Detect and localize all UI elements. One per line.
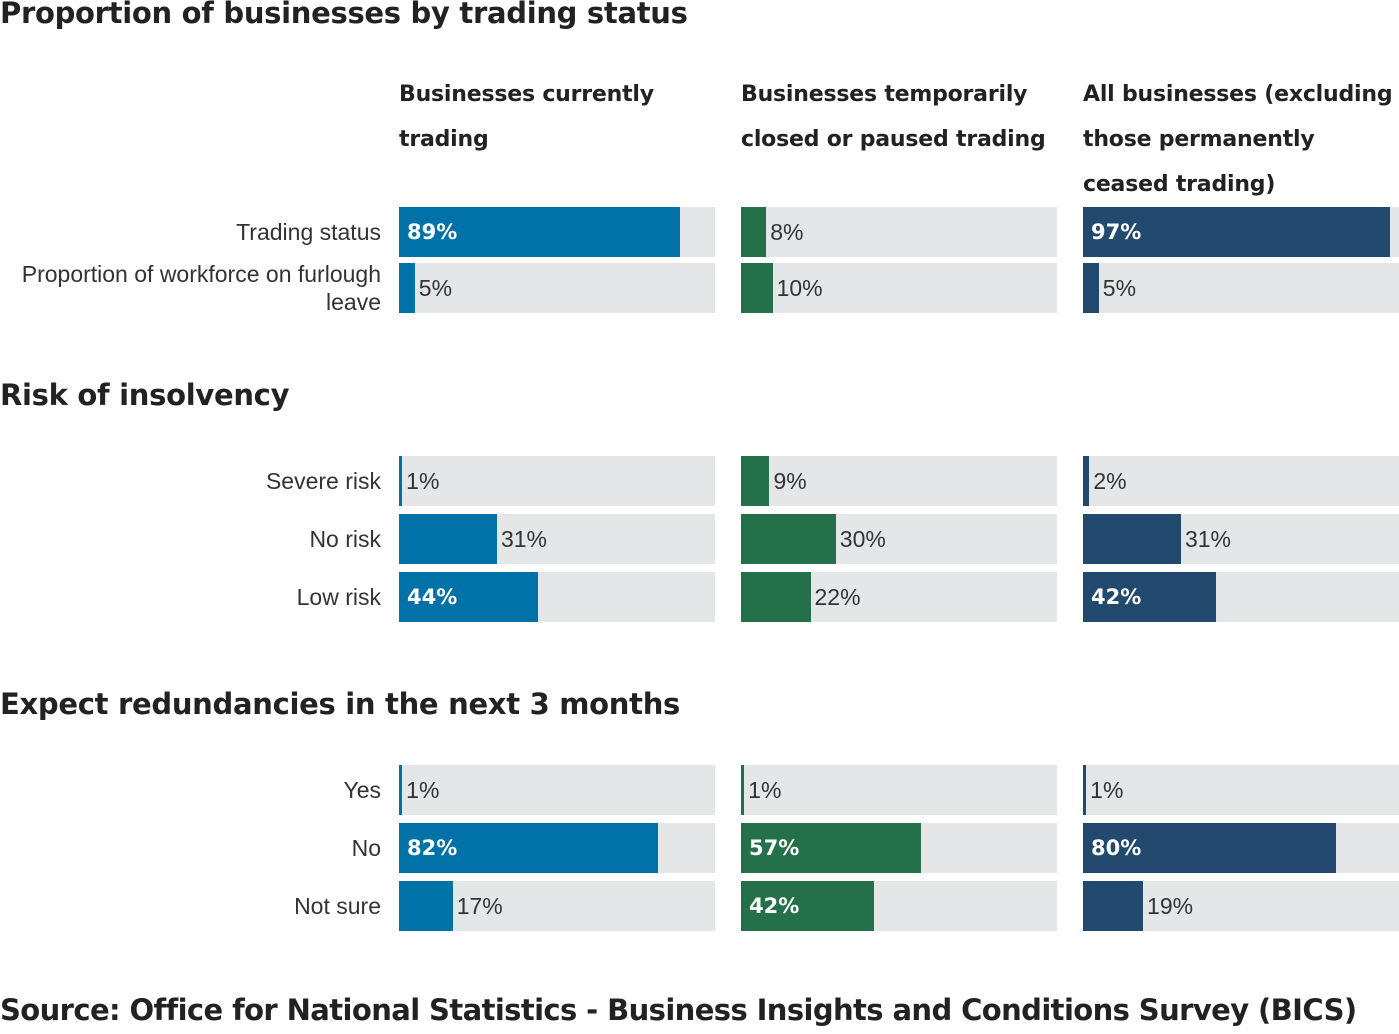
bar-track: 5% xyxy=(399,263,715,313)
data-label: 9% xyxy=(773,468,807,494)
data-label: 1% xyxy=(748,777,782,803)
row-label: Not sure xyxy=(294,893,381,919)
data-label: 8% xyxy=(770,219,804,245)
bar-track: 10% xyxy=(741,263,1057,313)
row-label: Trading status xyxy=(236,219,381,245)
data-label: 30% xyxy=(839,526,886,552)
column-header-all-businesses: All businesses (excluding those permanen… xyxy=(1083,82,1393,197)
data-label: 42% xyxy=(749,894,800,918)
bar xyxy=(741,572,811,622)
bar xyxy=(399,514,497,564)
bar-track: 44% xyxy=(399,572,715,622)
row-label: Severe risk xyxy=(265,468,381,494)
data-label: 42% xyxy=(1091,585,1142,609)
bar-track: 42% xyxy=(741,881,1057,931)
data-label: 1% xyxy=(406,468,440,494)
bar xyxy=(741,881,874,931)
data-label: 97% xyxy=(1091,220,1142,244)
bar xyxy=(1083,207,1390,257)
bar xyxy=(741,456,770,506)
column-header-temporarily-closed: Businesses temporarily closed or paused … xyxy=(741,82,1046,152)
bar-track: 80% xyxy=(1083,823,1399,873)
bar-track: 57% xyxy=(741,823,1057,873)
bar xyxy=(741,514,836,564)
data-label: 89% xyxy=(407,220,458,244)
data-label: 17% xyxy=(456,893,503,919)
section-title-redundancies: Expect redundancies in the next 3 months xyxy=(0,687,681,721)
bar xyxy=(741,263,773,313)
data-label: 22% xyxy=(814,584,861,610)
bar xyxy=(399,263,415,313)
bar-track: 31% xyxy=(1083,514,1399,564)
row-label: Low risk xyxy=(296,584,381,610)
bar-track: 42% xyxy=(1083,572,1399,622)
bar-track: 19% xyxy=(1083,881,1399,931)
bar xyxy=(741,207,767,257)
bar xyxy=(1083,823,1336,873)
bar xyxy=(399,765,403,815)
bar-track: 2% xyxy=(1083,456,1399,506)
data-label: 57% xyxy=(749,836,800,860)
bar xyxy=(1083,263,1099,313)
data-label: 31% xyxy=(500,526,547,552)
bar-track: 22% xyxy=(741,572,1057,622)
data-label: 2% xyxy=(1093,468,1127,494)
source-note: Source: Office for National Statistics -… xyxy=(0,993,1357,1027)
bar-track: 8% xyxy=(741,207,1057,257)
bar xyxy=(1083,572,1216,622)
row-label: Yes xyxy=(343,777,381,803)
bar xyxy=(399,881,453,931)
data-label: 1% xyxy=(1090,777,1124,803)
bar xyxy=(399,207,681,257)
bar xyxy=(1083,765,1087,815)
bar xyxy=(1083,514,1181,564)
bar xyxy=(399,823,659,873)
bar xyxy=(741,823,922,873)
bar-track: 30% xyxy=(741,514,1057,564)
data-label: 19% xyxy=(1147,893,1194,919)
bar-track: 97% xyxy=(1083,207,1399,257)
row-label: No xyxy=(351,835,381,861)
bar xyxy=(399,456,403,506)
data-label: 31% xyxy=(1184,526,1231,552)
data-label: 10% xyxy=(776,275,823,301)
bar xyxy=(1083,456,1090,506)
bar xyxy=(1083,881,1144,931)
data-label: 5% xyxy=(418,275,453,301)
bar-track: 1% xyxy=(741,765,1057,815)
row-label: No risk xyxy=(309,526,381,552)
row-label: Proportion of workforce on furlough leav… xyxy=(21,261,381,315)
bar-track: 1% xyxy=(1083,765,1399,815)
bar-track: 5% xyxy=(1083,263,1399,313)
bar-track: 31% xyxy=(399,514,715,564)
data-label: 1% xyxy=(406,777,440,803)
column-header-currently-trading: Businesses currently trading xyxy=(399,82,654,152)
data-label: 82% xyxy=(407,836,458,860)
bar-track: 17% xyxy=(399,881,715,931)
bar-track: 1% xyxy=(399,456,715,506)
data-label: 44% xyxy=(407,585,458,609)
bar xyxy=(741,765,745,815)
bar-track: 1% xyxy=(399,765,715,815)
section-title-insolvency: Risk of insolvency xyxy=(0,378,290,412)
data-label: 80% xyxy=(1091,836,1142,860)
bar-track: 82% xyxy=(399,823,715,873)
bar xyxy=(399,572,539,622)
bar-track: 9% xyxy=(741,456,1057,506)
bar-track: 89% xyxy=(399,207,715,257)
section-title-trading-status: Proportion of businesses by trading stat… xyxy=(0,0,688,30)
data-label: 5% xyxy=(1102,275,1137,301)
